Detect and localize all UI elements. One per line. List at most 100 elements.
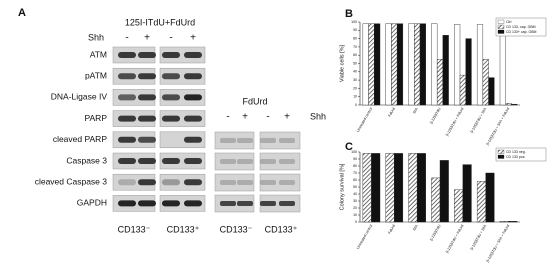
x-tick-label: Untreated control	[356, 107, 373, 133]
band	[118, 73, 136, 80]
band	[237, 180, 253, 185]
band	[118, 115, 136, 122]
bar	[368, 23, 375, 106]
x-tick-label: FdUrd	[388, 224, 396, 235]
y-tick-label: 80	[353, 37, 357, 41]
y-tick-label: 20	[353, 86, 357, 90]
band	[138, 94, 156, 101]
x-tick-label: [I-125]ITdU + FdUrd	[445, 107, 464, 137]
treatment-label: 125I-ITdU+FdUrd	[125, 17, 195, 27]
legend-box	[495, 17, 547, 37]
y-tick-label: 70	[353, 45, 357, 49]
legend-label: CD 133 neg.	[506, 150, 526, 154]
protein-label: PARP	[84, 113, 107, 123]
y-tick-label: 50	[353, 185, 357, 189]
y-tick-label: 90	[353, 157, 357, 161]
blot	[259, 131, 301, 150]
band	[118, 200, 136, 207]
x-tick-label: [I-125]ITdU + Shh	[470, 107, 488, 134]
bar	[391, 23, 398, 106]
legend-box	[495, 147, 547, 162]
blot	[214, 131, 255, 150]
y-tick-label: 60	[353, 53, 357, 57]
band	[184, 73, 202, 80]
bar	[385, 23, 392, 106]
y-tick-label: 70	[353, 171, 357, 175]
treatment-label: FdUrd	[242, 96, 267, 106]
cell-label: CD133⁻	[220, 224, 253, 234]
legend-swatch	[497, 29, 505, 34]
blot	[259, 173, 301, 192]
protein-label: cleaved Caspase 3	[35, 176, 108, 186]
x-tick-label: [I-125]ITdU + Shh	[470, 224, 488, 251]
bar	[385, 153, 395, 223]
band	[118, 158, 136, 164]
y-tick-label: 20	[353, 206, 357, 210]
protein-label: ATM	[90, 49, 107, 59]
band	[279, 201, 295, 206]
x-tick-label: [I-125]ITdU	[429, 224, 442, 242]
band	[279, 138, 295, 143]
legend-swatch	[497, 24, 505, 29]
y-tick-label: 10	[353, 95, 357, 99]
x-tick-label: [I-125]ITdU + FdUrd	[445, 224, 464, 254]
band	[220, 138, 236, 143]
y-tick-label: 0	[355, 103, 357, 107]
blot	[214, 173, 255, 192]
band	[162, 158, 180, 164]
sign: -	[226, 112, 229, 123]
bar	[374, 23, 381, 106]
blot	[159, 110, 206, 127]
band	[118, 136, 136, 143]
y-tick-label: 90	[353, 28, 357, 32]
band	[260, 201, 276, 206]
blot	[159, 195, 206, 212]
blot	[159, 131, 206, 149]
band	[138, 200, 156, 207]
y-tick-label: 40	[353, 192, 357, 196]
band	[184, 200, 202, 207]
x-tick-label: [I-125]ITdU + Shh + FdUrd	[486, 224, 511, 263]
band	[162, 73, 180, 80]
bar	[454, 24, 461, 106]
blot	[159, 46, 206, 64]
shh-label: Shh	[88, 32, 104, 42]
band	[279, 180, 295, 185]
bar	[488, 77, 495, 106]
legend-swatch	[497, 19, 505, 24]
band	[260, 180, 276, 185]
band	[220, 159, 236, 164]
sign: +	[144, 33, 150, 44]
y-tick-label: 30	[353, 78, 357, 82]
y-tick-label: 100	[351, 20, 357, 24]
band	[220, 201, 236, 206]
y-tick-label: 80	[353, 164, 357, 168]
y-axis-label: Colony survival [%]	[339, 163, 345, 210]
band	[260, 138, 276, 143]
bar	[482, 59, 489, 106]
x-tick-label: Shh	[412, 224, 419, 232]
bar	[508, 221, 518, 223]
band	[118, 52, 136, 58]
bar	[396, 23, 404, 106]
y-tick-label: 10	[353, 213, 357, 217]
band	[184, 52, 202, 58]
x-tick-label: Shh	[412, 107, 419, 115]
sign: -	[266, 112, 269, 123]
y-tick-label: 40	[353, 70, 357, 74]
protein-label: cleaved PARP	[53, 134, 108, 144]
sign: -	[169, 33, 172, 44]
legend-label: Ctrl	[506, 20, 512, 24]
y-axis-label: Viable cells [%]	[339, 44, 345, 82]
band	[237, 138, 253, 143]
band	[184, 115, 202, 122]
blot	[159, 89, 206, 106]
bar	[431, 23, 438, 106]
bar	[414, 23, 421, 106]
band	[138, 115, 156, 122]
cell-label: CD133⁺	[265, 224, 298, 234]
bar	[505, 103, 512, 106]
band	[118, 94, 136, 101]
bar	[485, 172, 495, 223]
